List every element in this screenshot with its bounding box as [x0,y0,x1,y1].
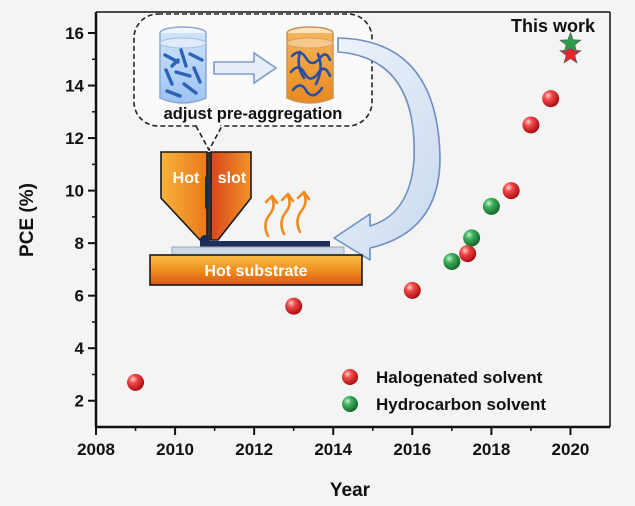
hot-substrate [149,254,363,286]
beaker-blue-icon [159,26,207,104]
hot-slot-icon [160,151,252,245]
this-work-star-hydrocarbon [559,31,582,54]
x-tick-label: 2008 [77,440,115,459]
beaker-orange-icon [286,26,334,104]
this-work-label: This work [511,16,596,36]
legend-marker-hydrocarbon [342,396,358,412]
halogenated-point [403,281,421,299]
y-ticks: 2 4 6 8 10 12 14 16 [65,24,96,411]
y-tick-label: 12 [65,129,84,148]
hot-slot-label-left: Hot [173,170,200,187]
y-tick-label: 14 [65,77,84,96]
y-tick-label: 2 [75,392,84,411]
pre-aggregation-label: adjust pre-aggregation [164,105,343,123]
y-tick-label: 8 [75,234,84,253]
x-tick-label: 2020 [552,440,590,459]
film-layer [200,241,330,247]
legend-label-hydrocarbon: Hydrocarbon solvent [376,395,546,414]
halogenated-point [542,90,560,108]
halogenated-point [522,116,540,134]
process-inset: adjust pre-aggregation Hot slot Hot subs… [133,13,441,286]
substrate-glass [171,246,345,256]
bubble-tail [195,125,223,152]
y-tick-label: 4 [75,339,85,358]
y-tick-label: 16 [65,24,84,43]
x-tick-label: 2016 [393,440,431,459]
hydrocarbon-point [463,229,481,247]
small-arrow-icon [213,51,278,85]
curved-arrow-icon [333,37,441,261]
this-work-star-halogenated [559,42,582,64]
data-points [127,90,560,391]
x-ticks: 2008 2010 2012 2014 2016 2018 2020 [77,427,589,459]
substrate-label: Hot substrate [204,263,307,280]
halogenated-point [127,373,145,391]
legend: Halogenated solvent Hydrocarbon solvent [342,368,546,414]
x-tick-label: 2012 [235,440,273,459]
x-tick-label: 2018 [472,440,510,459]
halogenated-point [502,182,520,200]
y-axis-label: PCE (%) [17,183,38,257]
this-work-points [559,31,582,64]
hydrocarbon-point [482,197,500,215]
x-tick-label: 2010 [156,440,194,459]
y-tick-label: 10 [65,182,84,201]
legend-marker-halogenated [342,369,358,385]
plot-frame [94,11,611,429]
legend-label-halogenated: Halogenated solvent [376,368,543,387]
hydrocarbon-point [443,253,461,271]
x-tick-label: 2014 [314,440,352,459]
heat-arrows-icon [264,190,311,238]
hot-slot-label-right: slot [218,170,247,187]
x-axis-label: Year [330,480,371,501]
halogenated-point [285,297,303,315]
halogenated-point [459,245,477,263]
y-tick-label: 6 [75,287,84,306]
